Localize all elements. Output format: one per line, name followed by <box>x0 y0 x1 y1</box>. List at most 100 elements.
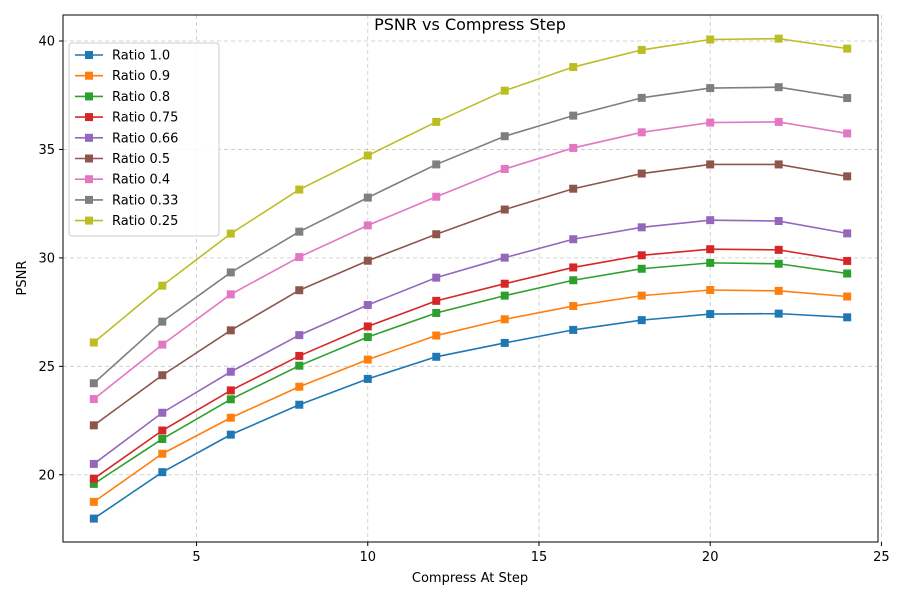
series-line <box>93 312 848 520</box>
x-tick-label: 15 <box>531 550 548 565</box>
series-line <box>93 86 848 384</box>
data-point <box>363 322 372 331</box>
data-point <box>89 338 98 347</box>
x-axis-title: Compress At Step <box>412 571 528 586</box>
data-point <box>500 291 509 300</box>
series-group <box>89 160 852 430</box>
x-tick-label: 5 <box>192 550 200 565</box>
data-point <box>158 449 167 458</box>
legend-marker <box>85 175 93 184</box>
y-axis-title: PSNR <box>15 261 30 296</box>
data-point <box>158 371 167 380</box>
series-group <box>89 309 852 523</box>
x-tick-label: 10 <box>359 550 376 565</box>
data-point <box>158 434 167 443</box>
series-group <box>89 117 852 404</box>
data-point <box>774 259 783 268</box>
data-point <box>158 408 167 417</box>
data-point <box>706 245 715 254</box>
data-point <box>89 379 98 388</box>
data-point <box>706 285 715 294</box>
data-point <box>500 132 509 141</box>
data-point <box>500 164 509 173</box>
legend-marker <box>85 51 93 59</box>
data-point <box>363 355 372 364</box>
data-point <box>295 351 304 360</box>
series-line <box>93 289 848 503</box>
data-point <box>158 340 167 349</box>
data-point <box>363 300 372 309</box>
data-point <box>295 286 304 295</box>
legend-label: Ratio 0.33 <box>112 193 178 208</box>
data-point <box>432 230 441 239</box>
data-point <box>569 325 578 334</box>
data-point <box>295 400 304 409</box>
data-point <box>500 279 509 288</box>
legend: Ratio 1.0 Ratio 0.9 Ratio 0.8 Ratio 0.75 Rat… <box>68 42 220 237</box>
data-point <box>500 338 509 347</box>
data-point <box>432 273 441 282</box>
data-point <box>295 331 304 340</box>
data-point <box>363 256 372 265</box>
data-point <box>637 169 646 178</box>
y-tick-label: 25 <box>38 360 55 375</box>
data-point <box>706 118 715 127</box>
data-point <box>89 459 98 468</box>
data-point <box>843 129 852 138</box>
data-point <box>89 479 98 488</box>
legend-label: Ratio 0.75 <box>112 111 178 126</box>
data-point <box>637 264 646 273</box>
y-tick-label: 35 <box>38 143 55 158</box>
data-point <box>843 94 852 103</box>
data-point <box>226 268 235 277</box>
data-point <box>226 326 235 335</box>
data-point <box>569 235 578 244</box>
data-point <box>637 93 646 102</box>
data-point <box>706 310 715 319</box>
legend-label: Ratio 0.66 <box>112 131 178 146</box>
data-point <box>363 221 372 230</box>
data-point <box>295 253 304 262</box>
data-point <box>637 251 646 260</box>
data-point <box>363 151 372 160</box>
y-tick-label: 30 <box>38 251 55 266</box>
data-point <box>843 172 852 181</box>
data-point <box>774 217 783 226</box>
data-point <box>774 117 783 126</box>
data-point <box>432 117 441 126</box>
data-point <box>637 316 646 325</box>
data-point <box>706 160 715 169</box>
data-point <box>295 185 304 194</box>
data-point <box>432 296 441 305</box>
legend-label: Ratio 0.9 <box>112 69 170 84</box>
data-point <box>89 474 98 483</box>
legend-label: Ratio 1.0 <box>112 49 170 64</box>
data-point <box>500 253 509 262</box>
series-group <box>89 34 852 347</box>
data-point <box>432 352 441 361</box>
x-tick-label: 20 <box>702 550 719 565</box>
data-point <box>774 160 783 169</box>
data-point <box>295 382 304 391</box>
data-point <box>774 245 783 254</box>
data-point <box>500 86 509 95</box>
data-point <box>226 395 235 404</box>
data-point <box>226 290 235 299</box>
legend-label: Ratio 0.5 <box>112 152 170 167</box>
legend-marker <box>85 154 93 163</box>
data-point <box>432 308 441 317</box>
data-point <box>706 216 715 225</box>
data-point <box>226 413 235 422</box>
data-point <box>706 258 715 267</box>
data-point <box>843 256 852 265</box>
data-point <box>500 205 509 214</box>
legend-marker <box>85 195 93 204</box>
chart-title: PSNR vs Compress Step <box>374 15 566 34</box>
plot-frame <box>62 14 879 543</box>
series-lines <box>89 34 852 523</box>
data-point <box>226 367 235 376</box>
data-point <box>569 143 578 152</box>
data-point <box>89 395 98 404</box>
legend-marker <box>85 133 93 142</box>
data-point <box>89 497 98 506</box>
